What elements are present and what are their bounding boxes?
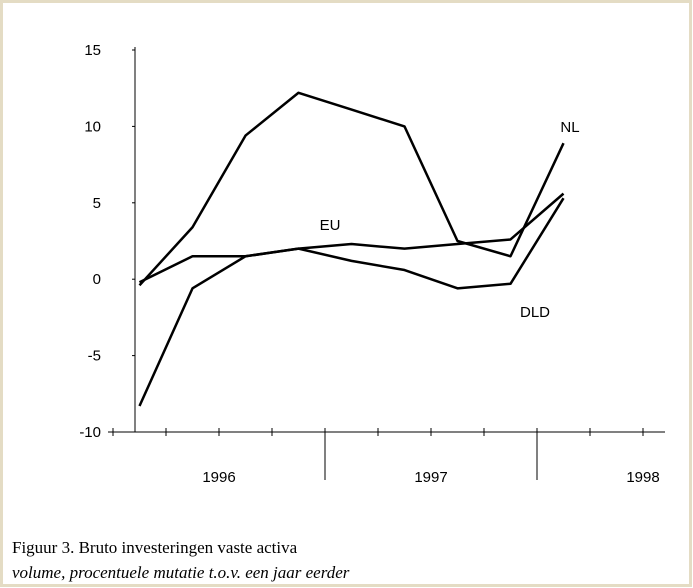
subcaption: volume, procentuele mutatie t.o.v. een j…: [12, 563, 350, 582]
y-tick-label: -10: [79, 424, 101, 441]
y-tick-label: 5: [93, 195, 101, 212]
series-label: EU: [320, 217, 341, 234]
y-tick-label: 15: [84, 42, 101, 59]
year-label: 1998: [626, 469, 659, 486]
series-label: DLD: [520, 304, 550, 321]
series-label: NL: [560, 119, 579, 136]
series-line: [138, 91, 565, 287]
y-tick-label: 10: [84, 118, 101, 135]
caption: Figuur 3. Bruto investeringen vaste acti…: [12, 538, 298, 557]
y-tick-label: 0: [93, 271, 101, 288]
series-line: [138, 192, 565, 284]
year-label: 1996: [202, 469, 235, 486]
series-line: [138, 197, 565, 407]
y-tick-label: -5: [88, 348, 101, 365]
year-label: 1997: [414, 469, 447, 486]
